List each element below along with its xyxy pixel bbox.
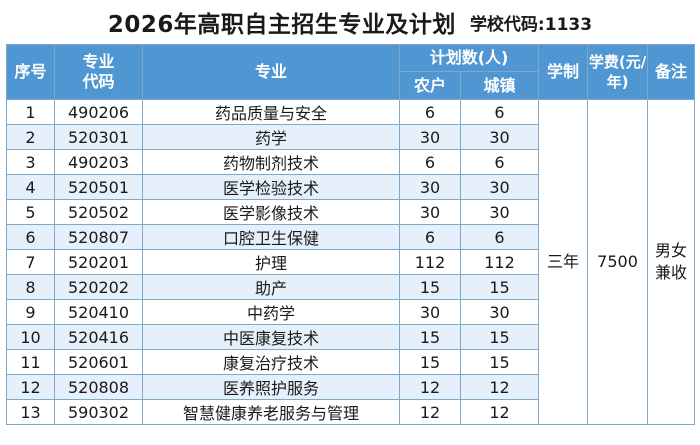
row-major: 护理	[142, 249, 400, 275]
row-major: 药品质量与安全	[142, 99, 400, 125]
row-code: 520808	[54, 374, 143, 400]
row-rural: 6	[399, 149, 461, 175]
row-rural: 15	[399, 349, 461, 375]
school-code: 学校代码:1133	[469, 14, 593, 35]
row-index: 1	[6, 99, 55, 125]
shared-duration: 三年	[538, 99, 589, 425]
row-rural: 6	[399, 99, 461, 125]
table-row: 1 490206 药品质量与安全 6 6 三年 7500 男女兼收	[6, 99, 696, 425]
row-index: 2	[6, 124, 55, 150]
row-rural: 30	[399, 299, 461, 325]
row-rural: 112	[399, 249, 461, 275]
table-row: 9 520410 中药学 30 30	[6, 299, 695, 325]
row-urban: 112	[459, 249, 540, 275]
row-code: 520502	[54, 199, 143, 225]
header-rural: 农户	[399, 71, 461, 100]
row-index: 10	[6, 324, 55, 350]
row-code: 520807	[54, 224, 143, 250]
header-duration: 学制	[538, 44, 589, 100]
row-code: 520416	[54, 324, 143, 350]
row-major: 医学影像技术	[142, 199, 400, 225]
table-row: 8 520202 助产 15 15	[6, 274, 695, 300]
row-major: 康复治疗技术	[142, 349, 400, 375]
row-index: 13	[6, 399, 55, 425]
row-major: 中医康复技术	[142, 324, 400, 350]
row-index: 11	[6, 349, 55, 375]
row-urban: 15	[459, 324, 540, 350]
row-code: 520301	[54, 124, 143, 150]
row-code: 490203	[54, 149, 143, 175]
table-row: 13 590302 智慧健康养老服务与管理 12 12	[6, 399, 695, 425]
row-code: 520201	[54, 249, 143, 275]
table-row: 2 520301 药学 30 30	[6, 124, 695, 150]
row-rural: 30	[399, 199, 461, 225]
header-plan-group: 计划数(人)	[398, 44, 540, 72]
table-row: 12 520808 医养照护服务 12 12	[6, 374, 695, 400]
header-code: 专业代码	[54, 44, 143, 100]
page-title: 2026年高职自主招生专业及计划	[107, 12, 456, 38]
table-row: 11 520601 康复治疗技术 15 15	[6, 349, 695, 375]
row-rural: 15	[399, 274, 461, 300]
row-major: 助产	[142, 274, 400, 300]
row-urban: 12	[459, 374, 540, 400]
row-index: 4	[6, 174, 55, 200]
row-urban: 15	[459, 349, 540, 375]
row-urban: 30	[459, 124, 540, 150]
row-rural: 6	[399, 224, 461, 250]
row-urban: 30	[459, 299, 540, 325]
row-code: 590302	[54, 399, 143, 425]
table-row: 6 520807 口腔卫生保健 6 6	[6, 224, 695, 250]
row-urban: 12	[459, 399, 540, 425]
row-major: 智慧健康养老服务与管理	[142, 399, 400, 425]
row-code: 520601	[54, 349, 143, 375]
header-remarks: 备注	[647, 44, 696, 100]
row-index: 3	[6, 149, 55, 175]
row-rural: 30	[399, 174, 461, 200]
row-major: 药物制剂技术	[142, 149, 400, 175]
row-code: 520501	[54, 174, 143, 200]
row-urban: 6	[459, 99, 540, 125]
row-index: 6	[6, 224, 55, 250]
shared-tuition: 7500	[587, 99, 649, 425]
row-urban: 6	[459, 224, 540, 250]
row-rural: 12	[399, 374, 461, 400]
row-urban: 30	[459, 174, 540, 200]
row-rural: 15	[399, 324, 461, 350]
header-index: 序号	[6, 44, 55, 100]
row-code: 520410	[54, 299, 143, 325]
header-urban: 城镇	[459, 71, 540, 100]
shared-remarks: 男女兼收	[647, 99, 696, 425]
row-major: 医学检验技术	[142, 174, 400, 200]
title-row: 2026年高职自主招生专业及计划 学校代码:1133	[0, 0, 700, 44]
table-row: 5 520502 医学影像技术 30 30	[6, 199, 695, 225]
row-rural: 12	[399, 399, 461, 425]
header-tuition: 学费(元/年)	[587, 44, 649, 100]
table-row: 3 490203 药物制剂技术 6 6	[6, 149, 695, 175]
header-major: 专业	[142, 44, 400, 100]
row-index: 5	[6, 199, 55, 225]
row-index: 8	[6, 274, 55, 300]
table-row: 10 520416 中医康复技术 15 15	[6, 324, 695, 350]
row-rural: 30	[399, 124, 461, 150]
row-index: 7	[6, 249, 55, 275]
row-code: 520202	[54, 274, 143, 300]
row-major: 医养照护服务	[142, 374, 400, 400]
row-major: 中药学	[142, 299, 400, 325]
row-urban: 30	[459, 199, 540, 225]
row-urban: 15	[459, 274, 540, 300]
admission-plan-table: 序号 专业代码 专业 计划数(人) 学制 学费(元/年) 备注 农户 城镇 1 …	[6, 44, 696, 425]
row-index: 9	[6, 299, 55, 325]
row-major: 药学	[142, 124, 400, 150]
row-code: 490206	[54, 99, 143, 125]
row-urban: 6	[459, 149, 540, 175]
row-major: 口腔卫生保健	[142, 224, 400, 250]
row-index: 12	[6, 374, 55, 400]
